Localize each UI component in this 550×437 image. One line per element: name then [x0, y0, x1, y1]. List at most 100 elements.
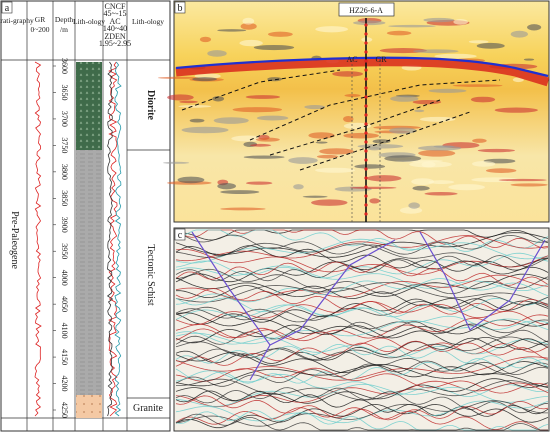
reflection	[343, 132, 379, 139]
reflection	[212, 96, 225, 102]
marker	[364, 122, 368, 126]
wavelet	[175, 321, 549, 345]
reflection	[319, 148, 354, 155]
header: 1.95~2.95	[99, 39, 131, 48]
wavelet	[175, 367, 549, 394]
reflection	[349, 186, 397, 189]
reflection	[302, 195, 328, 198]
granite-fill	[76, 395, 102, 418]
wavelet	[175, 347, 549, 374]
marker	[364, 158, 368, 162]
header: 140~40	[103, 24, 127, 33]
wavelet	[175, 403, 549, 429]
reflection	[428, 88, 467, 93]
reflection	[389, 127, 417, 134]
marker	[364, 50, 368, 54]
panel-label: b	[178, 3, 183, 14]
reflection	[163, 161, 190, 164]
reflection	[179, 100, 198, 104]
reflection	[316, 154, 339, 159]
header: Lith-ology	[73, 17, 105, 26]
reflection	[384, 155, 422, 162]
reflection	[472, 138, 487, 143]
reflection	[470, 96, 496, 103]
wavelet	[175, 235, 549, 262]
depth-label: 4200	[60, 376, 69, 392]
reflection	[498, 178, 547, 182]
depth-label: 3850	[60, 190, 69, 206]
wavelet	[175, 324, 549, 351]
reflection	[369, 198, 380, 204]
wavelet	[175, 255, 549, 282]
reflection	[510, 183, 548, 187]
well-name: HZ26-6-A	[349, 6, 383, 15]
wavelet	[175, 357, 549, 384]
depth-label: 3650	[60, 84, 69, 100]
reflection	[308, 132, 335, 139]
wavelet	[175, 312, 549, 338]
marker	[364, 95, 368, 99]
panel-a: a Strati-graphy GR 0~200 Depth /m Lith-o…	[0, 0, 171, 432]
reflection	[434, 53, 477, 59]
reflection	[343, 115, 354, 123]
reflection	[472, 160, 496, 167]
reflection	[267, 31, 293, 37]
horizon	[175, 56, 549, 78]
marker	[364, 41, 368, 45]
header: GR	[35, 15, 45, 24]
reflection	[343, 122, 372, 130]
log-curve	[114, 61, 122, 417]
reflection	[199, 36, 212, 43]
wavelet	[175, 343, 549, 369]
panel-b: HZ26-6-A AC GR b	[157, 0, 550, 223]
wavelet	[175, 261, 549, 286]
reflection	[413, 49, 459, 54]
panel-c: c	[173, 227, 550, 432]
reflection	[510, 30, 528, 38]
header: AC	[109, 17, 120, 26]
marker	[364, 59, 368, 63]
log-curve	[34, 61, 42, 417]
reflection	[424, 192, 458, 196]
reflection	[220, 207, 266, 211]
header: ZDEN	[104, 32, 126, 41]
reflection	[157, 76, 199, 79]
wavelet	[175, 252, 549, 279]
lithology: Granite	[133, 403, 164, 414]
wavelet	[175, 314, 549, 342]
reflection	[428, 180, 455, 184]
reflection	[242, 17, 255, 25]
reflection	[448, 184, 486, 191]
marker	[364, 86, 368, 90]
curve-label: GR	[375, 55, 387, 64]
seismic-section	[173, 0, 550, 223]
reflection	[433, 145, 455, 148]
reflection	[181, 126, 229, 134]
marker	[364, 113, 368, 117]
curve-label: AC	[346, 55, 357, 64]
reflection	[220, 190, 260, 194]
reflection	[315, 141, 328, 144]
fault-lines	[191, 231, 546, 381]
header: Lith-ology	[132, 17, 164, 26]
reflection	[476, 42, 505, 49]
depth-label: 4150	[60, 349, 69, 365]
panel-label: a	[5, 3, 10, 14]
wavelet	[175, 304, 549, 331]
diorite-fill	[76, 62, 102, 150]
log-curves	[34, 61, 122, 417]
reflection	[512, 77, 524, 83]
marker	[364, 167, 368, 171]
depth-label: 4000	[60, 270, 69, 286]
reflection	[477, 148, 516, 153]
wavelet	[175, 248, 549, 275]
marker	[364, 194, 368, 198]
wavelet	[175, 400, 548, 427]
depth-label: 3600	[60, 58, 69, 74]
lithology: Tectonic Schist	[145, 244, 156, 305]
wavelet	[175, 331, 549, 358]
seismic-texture	[175, 229, 549, 431]
wavelet	[175, 273, 549, 298]
depth-axis: 3600 3650 3700 3750 3800 3850 3900 3950 4000 4050…	[53, 58, 69, 418]
marker	[364, 212, 368, 216]
